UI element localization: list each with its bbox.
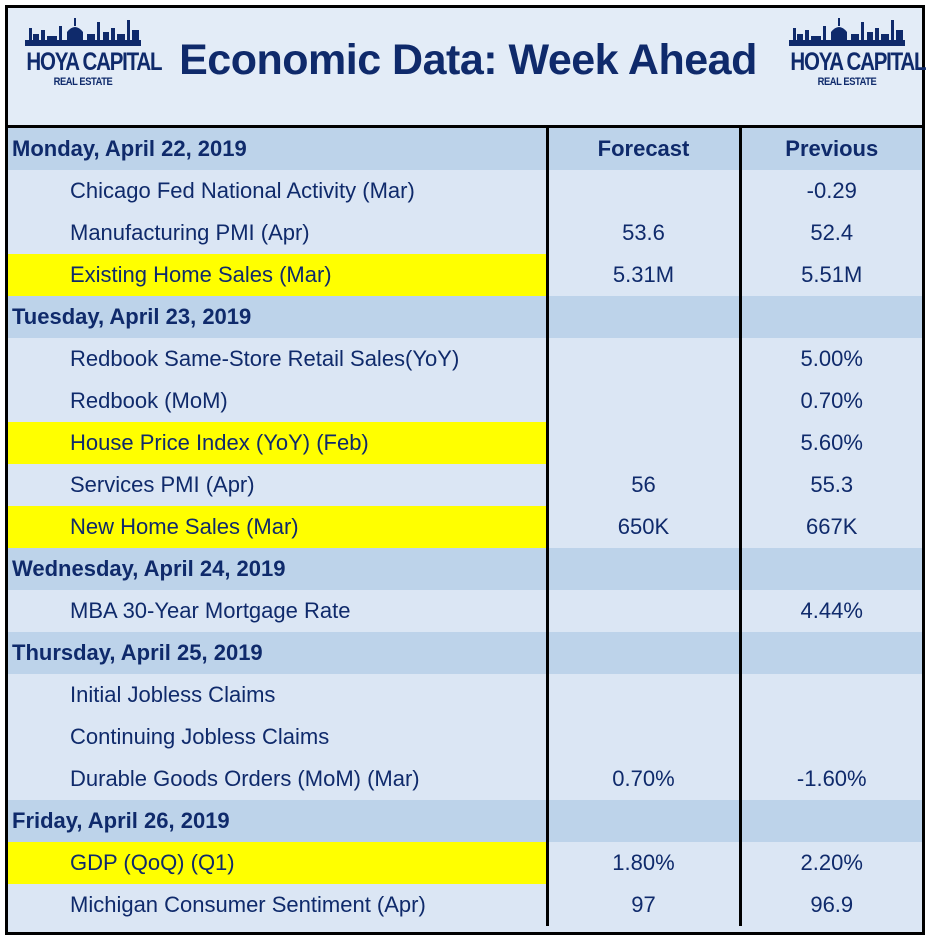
forecast-value [545, 716, 740, 758]
indicator-row: MBA 30-Year Mortgage Rate 4.44% [8, 590, 922, 632]
logo-left-sub: REAL ESTATE [53, 76, 113, 88]
page-title: Economic Data: Week Ahead [179, 36, 757, 84]
forecast-value: 0.70% [545, 758, 740, 800]
indicator-row: Existing Home Sales (Mar) 5.31M 5.51M [8, 254, 922, 296]
indicator-row: Michigan Consumer Sentiment (Apr) 97 96.9 [8, 884, 922, 926]
previous-value: 5.00% [738, 338, 922, 380]
indicator-name: Redbook (MoM) [8, 380, 547, 422]
forecast-value [545, 422, 740, 464]
indicator-name: Redbook Same-Store Retail Sales(YoY) [8, 338, 547, 380]
indicator-row: Manufacturing PMI (Apr) 53.6 52.4 [8, 212, 922, 254]
forecast-value: 650K [545, 506, 740, 548]
forecast-cell-empty [545, 296, 740, 338]
previous-value [738, 674, 922, 716]
day-header-row: Tuesday, April 23, 2019 [8, 296, 922, 338]
indicator-row: House Price Index (YoY) (Feb) 5.60% [8, 422, 922, 464]
logo-right-sub: REAL ESTATE [817, 76, 877, 88]
logo-left-main: HOYA CAPITAL [26, 48, 162, 76]
indicator-name: Michigan Consumer Sentiment (Apr) [8, 884, 547, 926]
previous-value: 667K [738, 506, 922, 548]
forecast-value: 56 [545, 464, 740, 506]
indicator-name: GDP (QoQ) (Q1) [8, 842, 547, 884]
indicator-name: MBA 30-Year Mortgage Rate [8, 590, 547, 632]
indicator-row: Initial Jobless Claims [8, 674, 922, 716]
indicator-name: New Home Sales (Mar) [8, 506, 547, 548]
skyline-icon [25, 18, 141, 46]
previous-value: 2.20% [738, 842, 922, 884]
forecast-value [545, 380, 740, 422]
previous-value: 0.70% [738, 380, 922, 422]
day-header-row: Monday, April 22, 2019 Forecast Previous [8, 128, 922, 170]
previous-cell-empty [738, 632, 922, 674]
previous-value [738, 716, 922, 758]
previous-value: 5.51M [738, 254, 922, 296]
previous-column-header: Previous [738, 128, 922, 170]
header: HOYA CAPITAL REAL ESTATE Economic Data: … [8, 8, 926, 128]
indicator-name: Initial Jobless Claims [8, 674, 547, 716]
previous-value: 96.9 [738, 884, 922, 926]
indicator-row: Services PMI (Apr) 56 55.3 [8, 464, 922, 506]
indicator-name: Durable Goods Orders (MoM) (Mar) [8, 758, 547, 800]
indicator-row: Durable Goods Orders (MoM) (Mar) 0.70% -1.… [8, 758, 922, 800]
forecast-value [545, 674, 740, 716]
previous-value: 5.60% [738, 422, 922, 464]
forecast-value: 1.80% [545, 842, 740, 884]
forecast-value: 97 [545, 884, 740, 926]
indicator-name: Existing Home Sales (Mar) [8, 254, 547, 296]
indicator-name: Continuing Jobless Claims [8, 716, 547, 758]
forecast-cell-empty [545, 632, 740, 674]
previous-value: -1.60% [738, 758, 922, 800]
day-date: Monday, April 22, 2019 [8, 128, 547, 170]
indicator-name: House Price Index (YoY) (Feb) [8, 422, 547, 464]
indicator-row: Redbook Same-Store Retail Sales(YoY) 5.00… [8, 338, 922, 380]
day-date: Wednesday, April 24, 2019 [8, 548, 547, 590]
day-date: Tuesday, April 23, 2019 [8, 296, 547, 338]
indicator-name: Chicago Fed National Activity (Mar) [8, 170, 547, 212]
economic-calendar-table: Monday, April 22, 2019 Forecast Previous Ch… [8, 128, 922, 926]
previous-value: -0.29 [738, 170, 922, 212]
calendar-frame: HOYA CAPITAL REAL ESTATE Economic Data: … [5, 5, 926, 935]
day-date: Friday, April 26, 2019 [8, 800, 547, 842]
logo-right-main: HOYA CAPITAL [790, 48, 926, 76]
previous-cell-empty [738, 800, 922, 842]
indicator-name: Services PMI (Apr) [8, 464, 547, 506]
day-header-row: Wednesday, April 24, 2019 [8, 548, 922, 590]
day-header-row: Friday, April 26, 2019 [8, 800, 922, 842]
forecast-value [545, 590, 740, 632]
logo-right: HOYA CAPITAL REAL ESTATE [778, 14, 926, 118]
logo-left: HOYA CAPITAL REAL ESTATE [14, 14, 162, 118]
forecast-value: 53.6 [545, 212, 740, 254]
previous-value: 52.4 [738, 212, 922, 254]
day-date: Thursday, April 25, 2019 [8, 632, 547, 674]
forecast-cell-empty [545, 548, 740, 590]
skyline-icon [789, 18, 905, 46]
previous-value: 55.3 [738, 464, 922, 506]
indicator-name: Manufacturing PMI (Apr) [8, 212, 547, 254]
indicator-row: New Home Sales (Mar) 650K 667K [8, 506, 922, 548]
indicator-row: Redbook (MoM) 0.70% [8, 380, 922, 422]
previous-cell-empty [738, 296, 922, 338]
previous-cell-empty [738, 548, 922, 590]
indicator-row: Continuing Jobless Claims [8, 716, 922, 758]
indicator-row: GDP (QoQ) (Q1) 1.80% 2.20% [8, 842, 922, 884]
previous-value: 4.44% [738, 590, 922, 632]
forecast-value [545, 338, 740, 380]
forecast-cell-empty [545, 800, 740, 842]
day-header-row: Thursday, April 25, 2019 [8, 632, 922, 674]
forecast-value [545, 170, 740, 212]
forecast-value: 5.31M [545, 254, 740, 296]
forecast-column-header: Forecast [545, 128, 740, 170]
indicator-row: Chicago Fed National Activity (Mar) -0.29 [8, 170, 922, 212]
